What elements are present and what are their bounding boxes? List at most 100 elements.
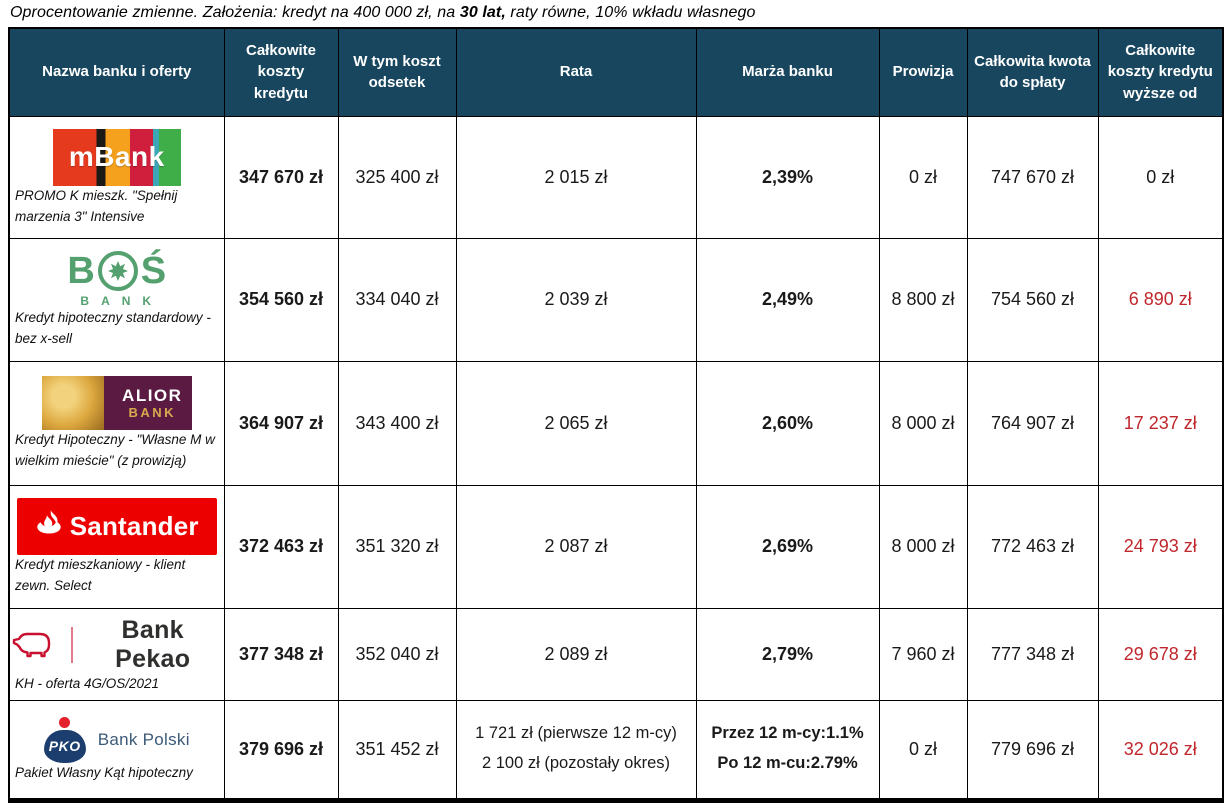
bank-logo-area: Bank Pekao <box>10 610 223 674</box>
marza-cell: 2,69% <box>695 484 880 609</box>
interest-cost-cell: 343 400 zł <box>337 360 457 486</box>
bank-logo-area: ALIOR BANK <box>10 370 223 431</box>
bos-letter: Ś <box>140 250 167 293</box>
interest-cost-cell: 334 040 zł <box>337 237 457 362</box>
column-header: W tym koszt odsetek <box>337 27 457 117</box>
pko-red-dot <box>59 716 71 728</box>
bos-logo-subtext: BANK <box>80 294 164 309</box>
marza-cell-line: Po 12 m-cu:2.79% <box>717 754 858 772</box>
total-cost-cell: 372 463 zł <box>223 484 339 609</box>
interest-cost-cell: 325 400 zł <box>337 115 457 239</box>
bank-cell-content: Santander Kredyt mieszkaniowy - klient ze… <box>10 492 223 601</box>
mbank-logo-text: mBank <box>68 141 165 173</box>
column-header: Rata <box>455 27 697 117</box>
pekao-logo-text: Bank Pekao <box>115 615 191 673</box>
bank-cell: Bank Pekao KH - oferta 4G/OS/2021 <box>8 607 225 701</box>
bank-offer-name: PROMO K mieszk. "Spełnij marzenia 3" Int… <box>15 187 178 224</box>
rata-cell-line: 2 087 zł <box>544 536 608 557</box>
bank-cell-content: ALIOR BANK Kredyt Hipoteczny - "Własne M w… <box>10 370 223 476</box>
marza-cell: Przez 12 m-cy:1.1% Po 12 m-cu:2.79% <box>695 699 880 801</box>
title-bold-term: 30 lat, <box>459 4 506 21</box>
marza-cell: 2,39% <box>695 115 880 239</box>
santander-flame-icon <box>35 510 63 543</box>
total-cost-cell: 364 907 zł <box>223 360 339 486</box>
marza-cell: 2,79% <box>695 607 880 701</box>
bank-logo-area: Santander <box>10 492 223 556</box>
pko-mark-letters: PKO <box>43 729 86 763</box>
bank-cell-content: Bank Pekao KH - oferta 4G/OS/2021 <box>10 610 223 699</box>
higher-cost-cell: 32 026 zł <box>1097 699 1224 801</box>
table-row: Santander Kredyt mieszkaniowy - klient ze… <box>8 484 1224 609</box>
alior-logo-line1: ALIOR <box>122 386 183 406</box>
rata-cell-line: 2 100 zł (pozostały okres) <box>481 754 670 772</box>
bank-cell: ALIOR BANK Kredyt Hipoteczny - "Własne M w… <box>8 360 225 486</box>
total-repayment-cell: 747 670 zł <box>966 115 1099 239</box>
bank-cell-content: B Ś BANK Kredyt hipoteczny standardowy - be… <box>10 245 223 354</box>
rata-cell-line: 2 065 zł <box>544 412 608 433</box>
total-cost-cell: 347 670 zł <box>223 115 339 239</box>
prowizja-cell: 0 zł <box>878 699 968 801</box>
column-header: Prowizja <box>878 27 968 117</box>
higher-cost-cell: 29 678 zł <box>1097 607 1224 701</box>
higher-cost-cell: 6 890 zł <box>1097 237 1224 362</box>
column-header: Nazwa banku i oferty <box>8 27 225 117</box>
table-row: B Ś BANK Kredyt hipoteczny standardowy - be… <box>8 237 1224 362</box>
pko-bank-polski-logo: PKO Bank Polski <box>43 716 190 763</box>
header-row: Nazwa banku i oferty Całkowite koszty kre… <box>8 27 1224 117</box>
column-header: Całkowite koszty kredytu wyższe od <box>1097 27 1224 117</box>
prowizja-cell: 0 zł <box>878 115 968 239</box>
title-prefix: Oprocentowanie zmienne. Założenia: kredy… <box>10 4 460 21</box>
interest-cost-cell: 351 452 zł <box>337 699 457 801</box>
bank-logo-area: PKO Bank Polski <box>10 711 223 763</box>
bank-pekao-logo: Bank Pekao <box>10 615 223 674</box>
mbank-logo: mBank <box>52 128 181 186</box>
total-repayment-cell: 772 463 zł <box>966 484 1099 609</box>
prowizja-cell: 8 000 zł <box>878 360 968 486</box>
marza-cell: 2,60% <box>695 360 880 486</box>
bank-offer-name: Pakiet Własny Kąt hipoteczny <box>15 764 193 780</box>
column-header: Całkowita kwota do spłaty <box>966 27 1099 117</box>
bank-offer-name: KH - oferta 4G/OS/2021 <box>15 675 160 691</box>
bank-cell: mBank PROMO K mieszk. "Spełnij marzenia 3… <box>8 115 225 239</box>
pekao-bison-icon <box>10 626 62 663</box>
marza-cell-line: 2,79% <box>761 643 814 664</box>
santander-logo-text: Santander <box>69 511 199 542</box>
table-body: mBank PROMO K mieszk. "Spełnij marzenia 3… <box>8 115 1224 801</box>
bank-cell: B Ś BANK Kredyt hipoteczny standardowy - be… <box>8 237 225 362</box>
bos-letter: B <box>67 250 95 293</box>
rata-cell-line: 2 039 zł <box>544 289 608 310</box>
rata-cell-line: 1 721 zł (pierwsze 12 m-cy) <box>475 724 677 743</box>
marza-cell-line: 2,49% <box>761 289 814 310</box>
column-header: Całkowite koszty kredytu <box>223 27 339 117</box>
rata-cell: 2 087 zł <box>455 484 697 609</box>
higher-cost-cell: 17 237 zł <box>1097 360 1224 486</box>
title-suffix: raty równe, 10% wkładu własnego <box>505 4 756 21</box>
bank-cell-content: PKO Bank Polski Pakiet Własny Kąt hipotecz… <box>10 711 223 788</box>
rata-cell: 2 039 zł <box>455 237 697 362</box>
total-cost-cell: 354 560 zł <box>223 237 339 362</box>
alior-bank-logo: ALIOR BANK <box>41 376 192 431</box>
alior-logo-text: ALIOR BANK <box>104 376 192 430</box>
alior-sun-face-graphic <box>41 376 104 431</box>
interest-cost-cell: 351 320 zł <box>337 484 457 609</box>
table-row: ALIOR BANK Kredyt Hipoteczny - "Własne M w… <box>8 360 1224 486</box>
marza-cell-line: 2,69% <box>761 536 814 557</box>
rata-cell-line: 2 089 zł <box>544 643 608 664</box>
pko-logo-text: Bank Polski <box>97 729 190 749</box>
comparison-table: Nazwa banku i oferty Całkowite koszty kre… <box>8 27 1224 803</box>
rata-cell: 2 089 zł <box>455 607 697 701</box>
bank-cell: PKO Bank Polski Pakiet Własny Kąt hipotecz… <box>8 699 225 801</box>
prowizja-cell: 8 000 zł <box>878 484 968 609</box>
total-repayment-cell: 754 560 zł <box>966 237 1099 362</box>
marza-cell-line: Przez 12 m-cy:1.1% <box>711 724 864 743</box>
bank-cell-content: mBank PROMO K mieszk. "Spełnij marzenia 3… <box>10 123 223 232</box>
column-header: Marża banku <box>695 27 880 117</box>
bos-bank-logo: B Ś BANK <box>67 251 166 308</box>
total-cost-cell: 379 696 zł <box>223 699 339 801</box>
total-cost-cell: 377 348 zł <box>223 607 339 701</box>
rata-cell: 2 065 zł <box>455 360 697 486</box>
bank-cell: Santander Kredyt mieszkaniowy - klient ze… <box>8 484 225 609</box>
prowizja-cell: 7 960 zł <box>878 607 968 701</box>
